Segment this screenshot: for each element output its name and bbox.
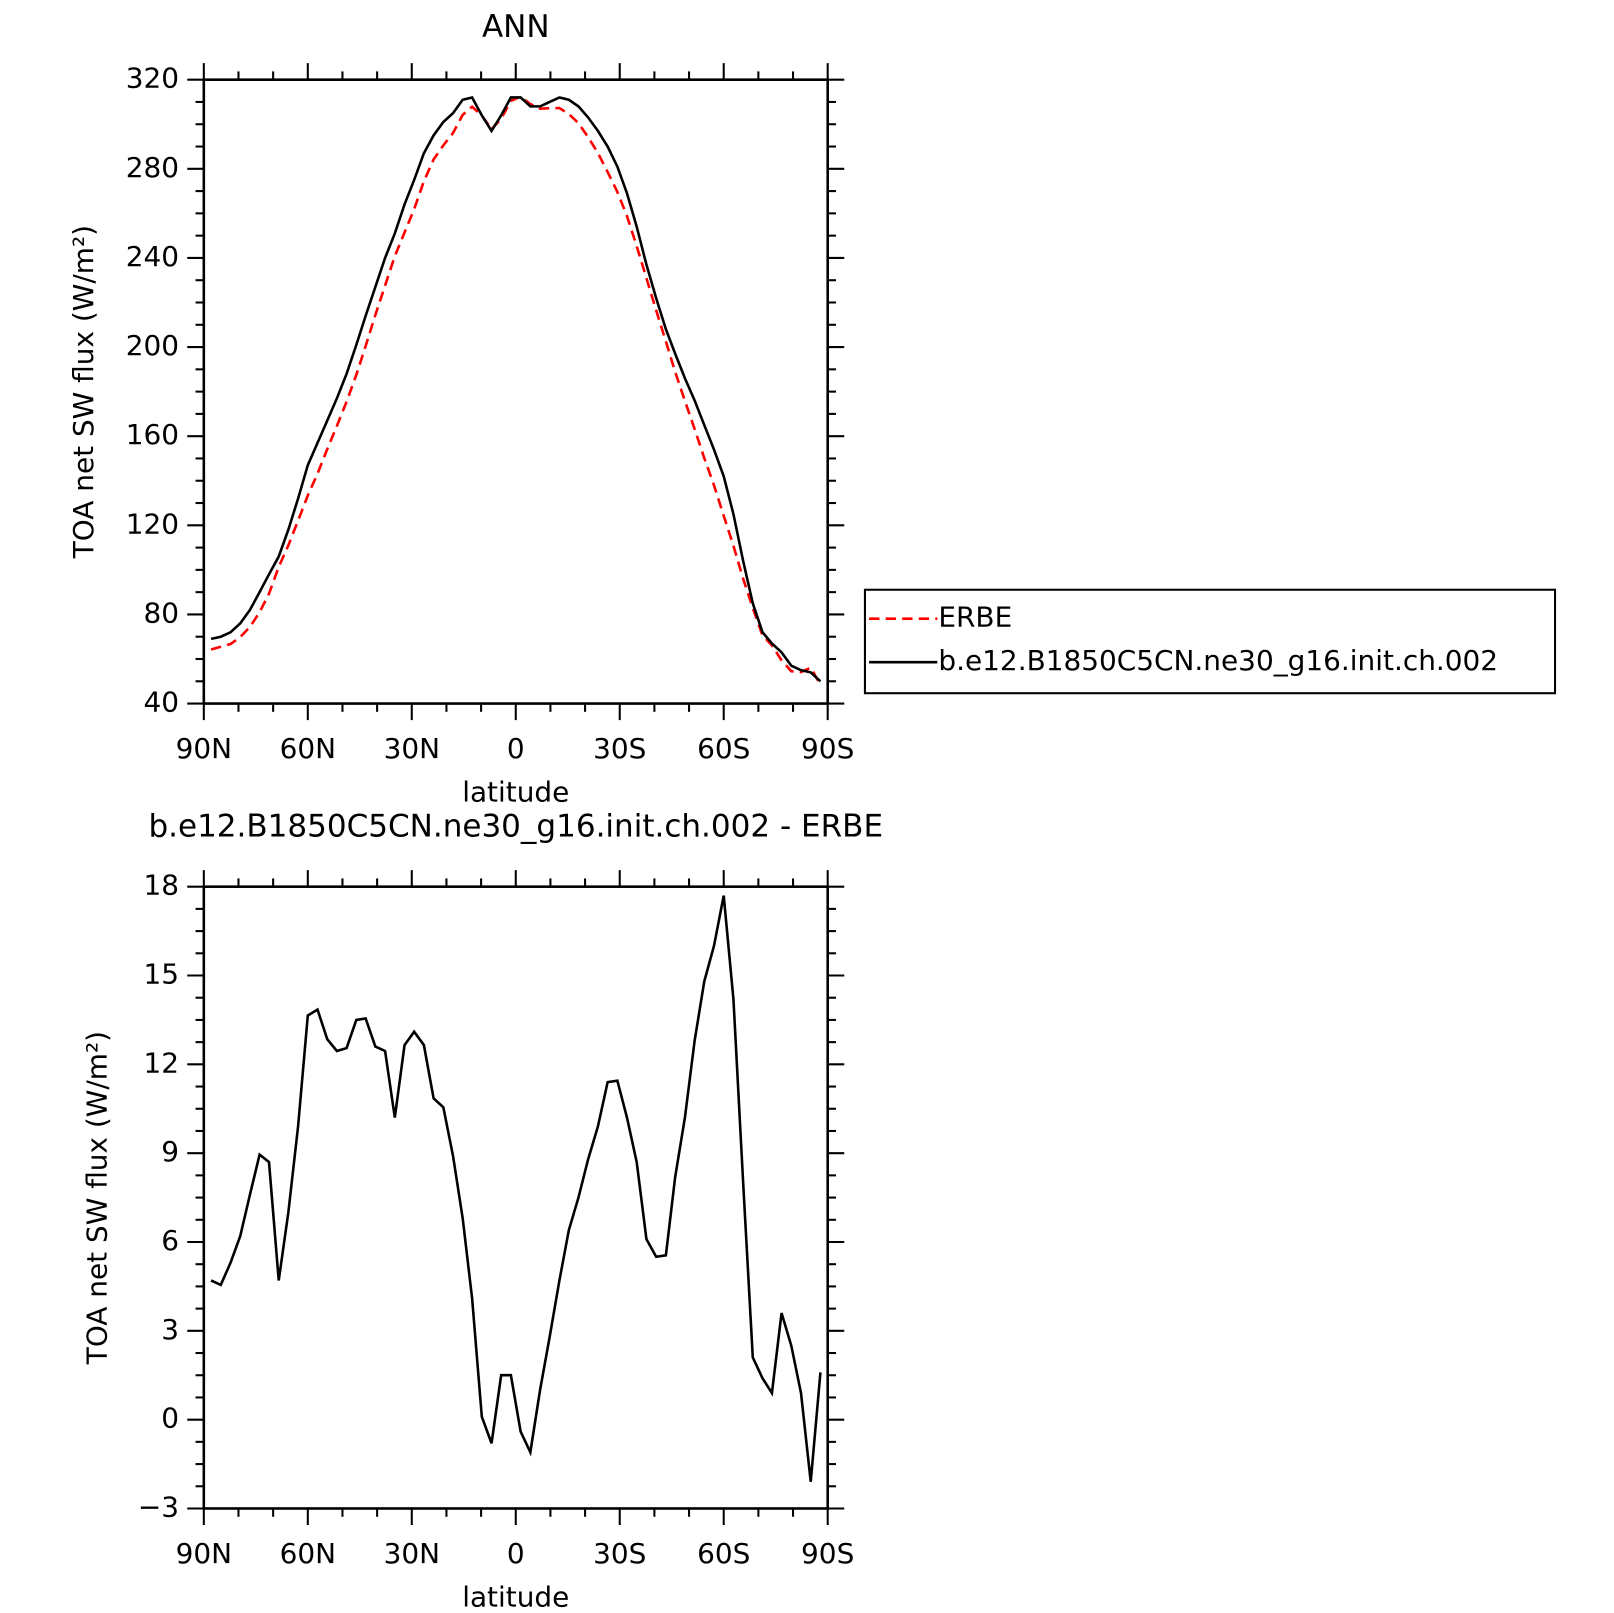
y-tick-label: 6 [161, 1224, 179, 1257]
y-tick-label: 120 [126, 507, 179, 540]
x-axis-label: latitude [462, 776, 569, 809]
y-tick-label: 240 [126, 240, 179, 273]
y-tick-label: 280 [126, 151, 179, 184]
y-tick-label: 40 [143, 686, 179, 719]
y-tick-label: 0 [161, 1402, 179, 1435]
x-tick-label: 90N [176, 732, 232, 765]
y-tick-label: 12 [143, 1046, 179, 1079]
legend-label: ERBE [938, 601, 1012, 634]
y-axis-label: TOA net SW flux (W/m²) [80, 1031, 113, 1365]
plot-frame [202, 78, 829, 705]
x-tick-label: 90N [176, 1537, 232, 1570]
y-tick-label: 15 [143, 958, 179, 991]
x-tick-label: 60S [697, 732, 750, 765]
y-tick-label: 80 [143, 596, 179, 629]
y-tick-label: 3 [161, 1313, 179, 1346]
x-tick-label: 30N [384, 732, 440, 765]
x-tick-label: 90S [801, 732, 854, 765]
x-tick-label: 0 [507, 732, 525, 765]
x-tick-label: 90S [801, 1537, 854, 1570]
series-line [210, 895, 822, 1482]
legend-label: b.e12.B1850C5CN.ne30_g16.init.ch.002 [938, 644, 1498, 677]
series-line [210, 95, 822, 683]
chart-title: b.e12.B1850C5CN.ne30_g16.init.ch.002 - E… [148, 809, 883, 845]
x-tick-label: 60S [697, 1537, 750, 1570]
x-tick-label: 30N [384, 1537, 440, 1570]
plot-frame [202, 885, 829, 1510]
y-tick-label: 160 [126, 418, 179, 451]
x-tick-label: 30S [593, 732, 646, 765]
chart-title: ANN [482, 9, 550, 45]
x-tick-label: 30S [593, 1537, 646, 1570]
y-tick-label: −3 [138, 1490, 179, 1523]
x-axis-label: latitude [462, 1580, 569, 1613]
series-line [210, 95, 822, 686]
y-tick-label: 320 [126, 62, 179, 95]
legend-box [863, 588, 1557, 695]
y-axis-label: TOA net SW flux (W/m²) [67, 225, 100, 559]
legend: ERBE b.e12.B1850C5CN.ne30_g16.init.ch.002 [863, 588, 1557, 695]
x-tick-label: 60N [280, 1537, 336, 1570]
y-tick-label: 18 [143, 869, 179, 902]
y-tick-label: 200 [126, 329, 179, 362]
x-tick-label: 60N [280, 732, 336, 765]
x-tick-label: 0 [507, 1537, 525, 1570]
y-tick-label: 9 [161, 1135, 179, 1168]
